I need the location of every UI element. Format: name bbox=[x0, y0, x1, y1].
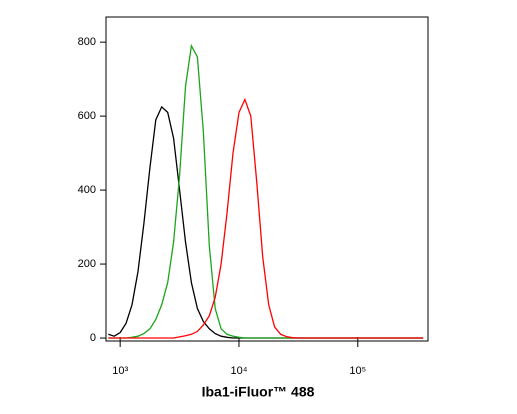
y-tick-label: 600 bbox=[78, 110, 96, 122]
histogram-line bbox=[108, 105, 424, 339]
x-tick-label: 10³ bbox=[112, 365, 128, 377]
x-tick-label: 10⁵ bbox=[349, 365, 366, 377]
x-axis-label: Iba1-iFluor™ 488 bbox=[202, 384, 315, 400]
plot-frame bbox=[105, 16, 429, 342]
y-tick-label: 200 bbox=[78, 258, 96, 270]
y-tick-label: 0 bbox=[90, 332, 96, 344]
histogram-line bbox=[108, 97, 424, 339]
x-tick-label: 10⁴ bbox=[230, 365, 247, 377]
y-tick-label: 400 bbox=[78, 184, 96, 196]
y-tick-label: 800 bbox=[78, 36, 96, 48]
histogram-line bbox=[108, 43, 424, 339]
